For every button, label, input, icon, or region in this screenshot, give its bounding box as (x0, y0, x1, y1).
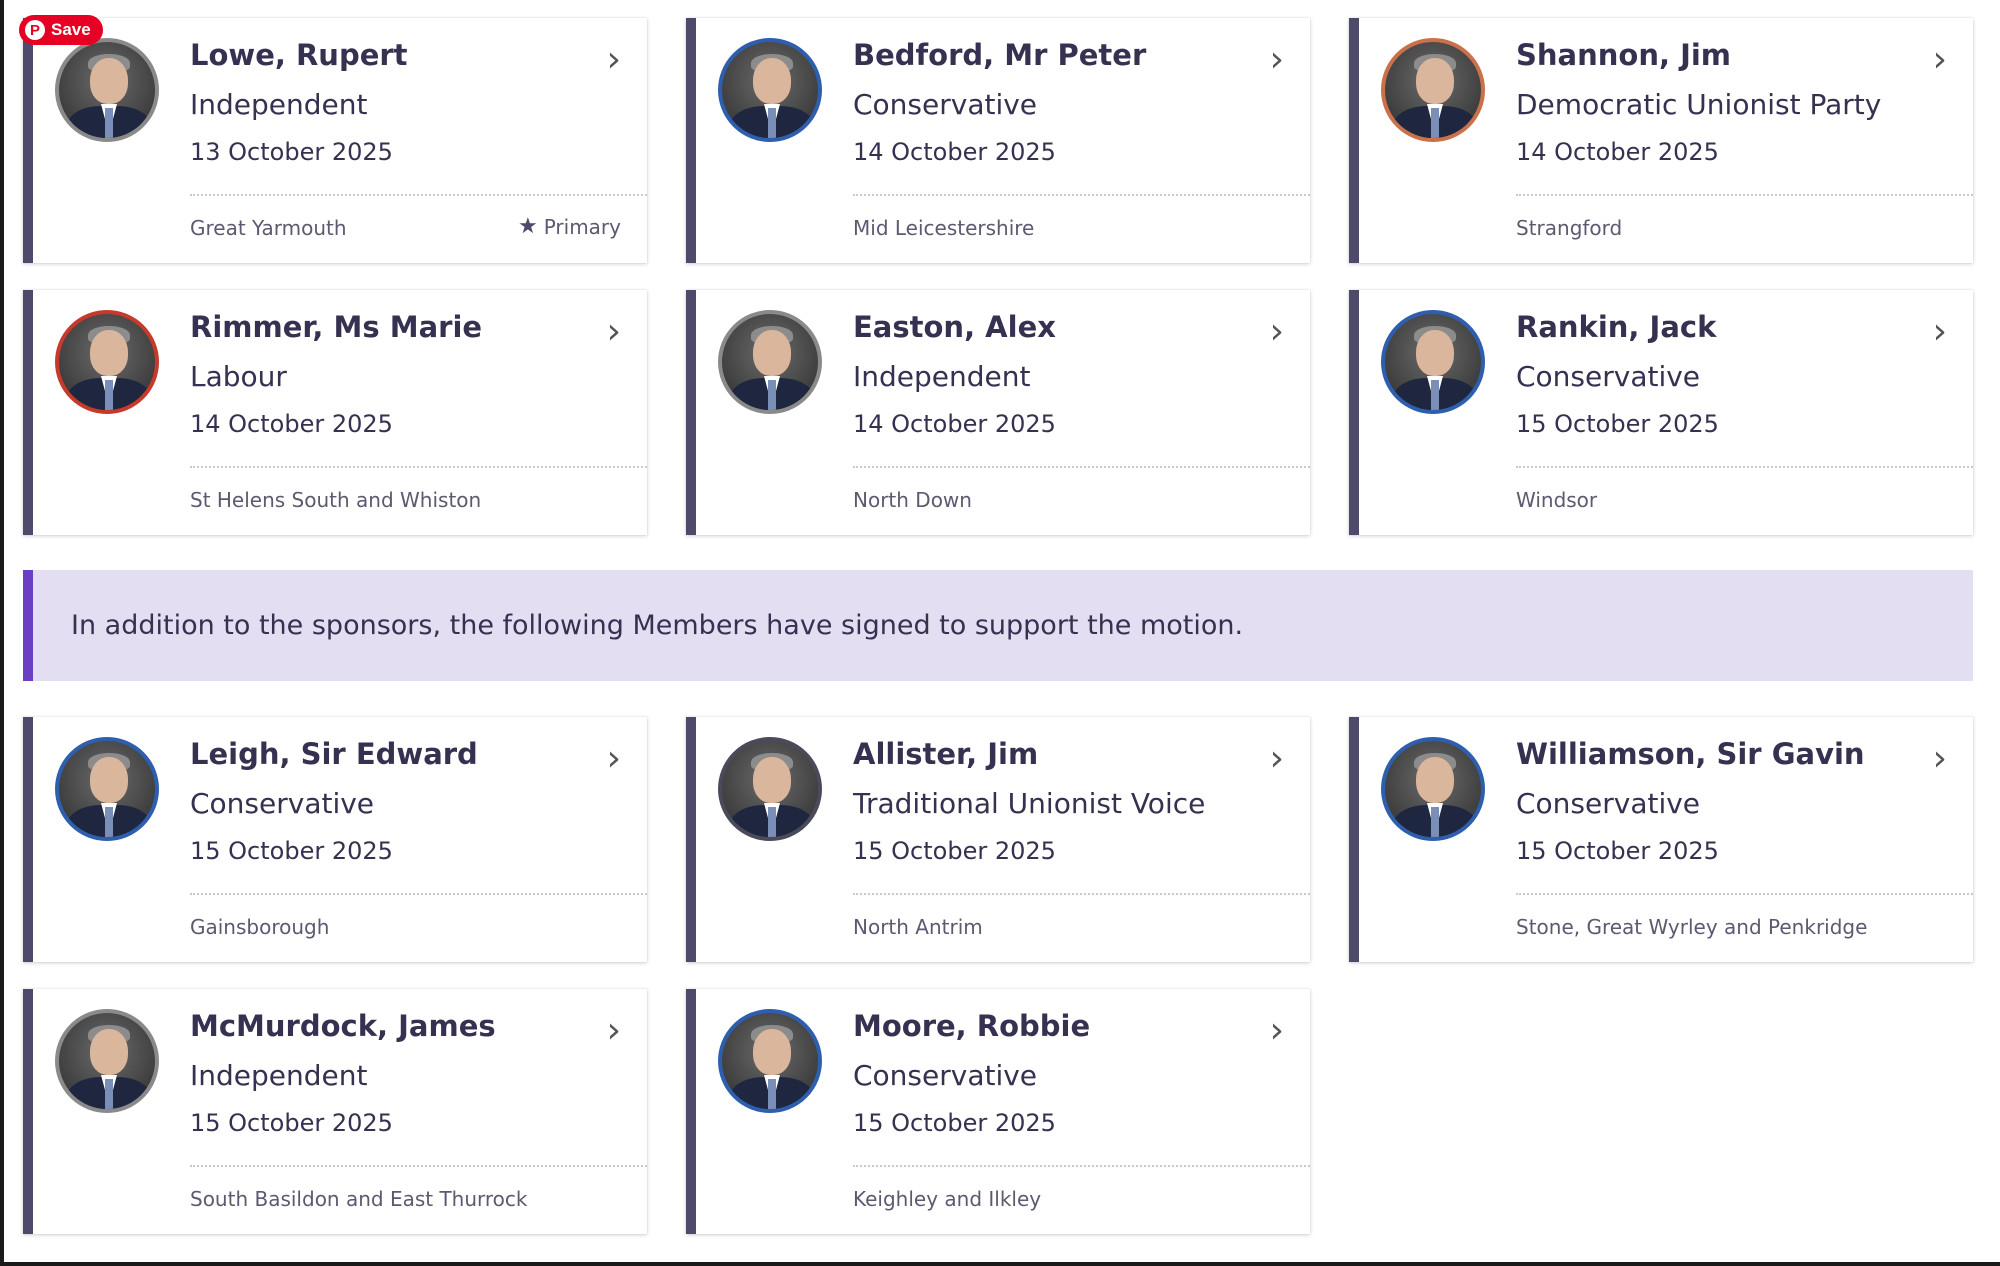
constituency: North Antrim (853, 915, 983, 939)
constituency: St Helens South and Whiston (190, 488, 482, 512)
chevron-right-icon[interactable]: › (606, 39, 621, 80)
member-name: Moore, Robbie (853, 1009, 1091, 1043)
signed-date: 15 October 2025 (190, 837, 393, 865)
member-name: McMurdock, James (190, 1009, 496, 1043)
member-card[interactable]: Moore, Robbie Conservative 15 October 2025… (686, 989, 1310, 1234)
member-photo (1381, 737, 1485, 841)
chevron-right-icon[interactable]: › (1932, 39, 1947, 80)
member-party: Labour (190, 360, 287, 393)
chevron-right-icon[interactable]: › (606, 1010, 621, 1051)
member-name: Williamson, Sir Gavin (1516, 737, 1865, 771)
divider (190, 1165, 647, 1167)
member-name: Allister, Jim (853, 737, 1039, 771)
member-party: Conservative (853, 1059, 1038, 1092)
member-card[interactable]: McMurdock, James Independent 15 October 20… (23, 989, 647, 1234)
signed-date: 15 October 2025 (1516, 410, 1719, 438)
member-photo (1381, 310, 1485, 414)
chevron-right-icon[interactable]: › (1269, 311, 1284, 352)
member-card[interactable]: Lowe, Rupert Independent 13 October 2025 › G… (23, 18, 647, 263)
member-party: Conservative (1516, 787, 1701, 820)
member-party: Conservative (1516, 360, 1701, 393)
divider (190, 466, 647, 468)
star-icon: ★ (517, 214, 538, 239)
pinterest-save-button[interactable]: P Save (19, 15, 103, 45)
constituency: Mid Leicestershire (853, 216, 1035, 240)
member-photo (718, 737, 822, 841)
signed-date: 14 October 2025 (190, 410, 393, 438)
supporters-notice: In addition to the sponsors, the followi… (23, 570, 1973, 681)
member-party: Conservative (853, 88, 1038, 121)
signed-date: 14 October 2025 (853, 138, 1056, 166)
divider (1516, 466, 1973, 468)
member-card[interactable]: Rankin, Jack Conservative 15 October 2025 ›… (1349, 290, 1973, 535)
save-label: Save (51, 20, 91, 39)
member-photo (718, 1009, 822, 1113)
divider (853, 893, 1310, 895)
member-photo (55, 737, 159, 841)
pinterest-icon: P (25, 20, 45, 40)
member-name: Lowe, Rupert (190, 38, 408, 72)
supporters-list: Leigh, Sir Edward Conservative 15 October … (23, 717, 1973, 1234)
member-photo (1381, 38, 1485, 142)
signed-date: 15 October 2025 (190, 1109, 393, 1137)
constituency: Keighley and Ilkley (853, 1187, 1042, 1211)
chevron-right-icon[interactable]: › (1269, 738, 1284, 779)
member-photo (718, 38, 822, 142)
signed-date: 15 October 2025 (853, 1109, 1056, 1137)
primary-label: Primary (543, 214, 621, 239)
chevron-right-icon[interactable]: › (606, 738, 621, 779)
member-photo (718, 310, 822, 414)
chevron-right-icon[interactable]: › (606, 311, 621, 352)
signed-date: 15 October 2025 (853, 837, 1056, 865)
member-name: Rankin, Jack (1516, 310, 1717, 344)
member-party: Independent (190, 88, 368, 121)
constituency: Windsor (1516, 488, 1598, 512)
member-party: Conservative (190, 787, 375, 820)
member-name: Easton, Alex (853, 310, 1056, 344)
member-name: Rimmer, Ms Marie (190, 310, 483, 344)
member-name: Shannon, Jim (1516, 38, 1732, 72)
chevron-right-icon[interactable]: › (1269, 39, 1284, 80)
chevron-right-icon[interactable]: › (1932, 311, 1947, 352)
member-card[interactable]: Allister, Jim Traditional Unionist Voice 1… (686, 717, 1310, 962)
member-card[interactable]: Williamson, Sir Gavin Conservative 15 Octo… (1349, 717, 1973, 962)
member-party: Traditional Unionist Voice (853, 787, 1206, 820)
notice-text: In addition to the sponsors, the followi… (71, 610, 1244, 641)
member-name: Leigh, Sir Edward (190, 737, 478, 771)
member-photo (55, 38, 159, 142)
member-card[interactable]: Rimmer, Ms Marie Labour 14 October 2025 › St… (23, 290, 647, 535)
divider (853, 194, 1310, 196)
divider (1516, 893, 1973, 895)
chevron-right-icon[interactable]: › (1932, 738, 1947, 779)
member-party: Democratic Unionist Party (1516, 88, 1882, 121)
member-card[interactable]: Leigh, Sir Edward Conservative 15 October … (23, 717, 647, 962)
divider (853, 466, 1310, 468)
signed-date: 14 October 2025 (1516, 138, 1719, 166)
signed-date: 14 October 2025 (853, 410, 1056, 438)
member-party: Independent (853, 360, 1031, 393)
member-card[interactable]: Shannon, Jim Democratic Unionist Party 14 … (1349, 18, 1973, 263)
member-card[interactable]: Easton, Alex Independent 14 October 2025 › N… (686, 290, 1310, 535)
signed-date: 15 October 2025 (1516, 837, 1719, 865)
divider (1516, 194, 1973, 196)
member-photo (55, 310, 159, 414)
member-card[interactable]: Bedford, Mr Peter Conservative 14 October … (686, 18, 1310, 263)
divider (853, 1165, 1310, 1167)
member-name: Bedford, Mr Peter (853, 38, 1147, 72)
divider (190, 194, 647, 196)
constituency: Gainsborough (190, 915, 330, 939)
constituency: Strangford (1516, 216, 1623, 240)
primary-badge: ★ Primary (518, 214, 621, 239)
chevron-right-icon[interactable]: › (1269, 1010, 1284, 1051)
constituency: North Down (853, 488, 972, 512)
constituency: Stone, Great Wyrley and Penkridge (1516, 915, 1868, 939)
member-photo (55, 1009, 159, 1113)
constituency: South Basildon and East Thurrock (190, 1187, 528, 1211)
signed-date: 13 October 2025 (190, 138, 393, 166)
constituency: Great Yarmouth (190, 216, 347, 240)
sponsors-list: Lowe, Rupert Independent 13 October 2025 › G… (23, 18, 1973, 535)
divider (190, 893, 647, 895)
member-party: Independent (190, 1059, 368, 1092)
